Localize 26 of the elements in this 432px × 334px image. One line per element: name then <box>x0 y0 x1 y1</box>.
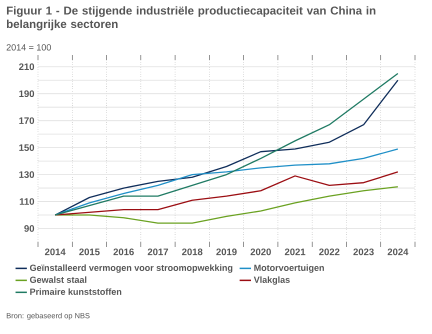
legend-label: Motorvoertuigen <box>254 264 324 273</box>
x-tick-label: 2016 <box>113 248 134 256</box>
x-tick-label: 2014 <box>44 248 66 256</box>
legend-label: Gewalst staal <box>30 276 86 283</box>
y-tick-label: 210 <box>19 63 34 70</box>
legend-label: Primaire kunststoffen <box>30 288 122 295</box>
x-tick-label: 2018 <box>182 248 202 256</box>
y-tick-label: 150 <box>19 144 34 151</box>
chart-title: Figuur 1 - De stijgende industriële productiecapaciteit van China in belangrijke sectoren <box>6 6 376 30</box>
x-tick-label: 2024 <box>388 248 408 256</box>
y-tick-label: 110 <box>20 198 34 205</box>
chart-subtitle: 2014 = 100 <box>6 44 51 51</box>
y-tick-label: 190 <box>19 90 34 98</box>
x-tick-label: 2022 <box>319 248 340 256</box>
y-tick-label: 170 <box>19 117 34 124</box>
x-tick-label: 2023 <box>353 248 374 256</box>
y-tick-label: 90 <box>24 225 34 232</box>
x-tick-label: 2019 <box>216 248 237 256</box>
x-tick-label: 2015 <box>79 248 100 256</box>
x-tick-label: 2017 <box>148 248 168 256</box>
legend-label: Vlakglas <box>254 276 290 285</box>
y-tick-label: 130 <box>19 171 34 178</box>
x-tick-label: 2021 <box>284 248 306 256</box>
x-tick-label: 2020 <box>250 248 271 256</box>
line-series <box>54 148 399 216</box>
legend-label: Geïnstalleerd vermogen voor stroomopwekking <box>30 264 232 273</box>
